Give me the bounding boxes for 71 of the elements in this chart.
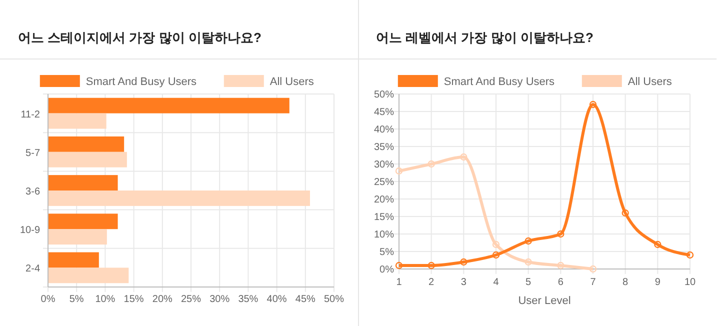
y-tick-label: 30% [374,160,394,170]
y-tick-label: 0% [380,264,394,276]
y-tick-label: 45% [374,107,394,118]
y-tick-label: 15% [374,212,394,223]
y-tick-label: 3-6 [26,186,40,198]
legend-label: All Users [628,76,672,88]
x-tick-label: 0% [40,294,56,305]
x-tick-label: 9 [654,277,661,288]
y-tick-label: 10% [374,230,394,240]
point [589,100,597,108]
y-tick-label: 5-7 [26,148,40,159]
x-tick-label: 5 [526,277,532,288]
point [589,265,597,273]
x-tick-label: 35% [238,294,258,305]
y-tick-label: 35% [374,142,394,153]
point [654,240,662,248]
point [428,160,435,168]
y-tick-label: 10-9 [20,225,40,236]
bar [48,229,107,245]
point [622,209,629,217]
x-tick-label: 45% [295,294,316,305]
point [395,262,403,270]
x-tick-label: 4 [493,277,500,288]
point [492,240,500,248]
point [460,153,468,161]
x-tick-label: 6 [558,277,564,288]
x-tick-label: 2 [428,277,435,288]
x-tick-label: 20% [152,294,173,305]
x-axis-title: User Level [518,295,571,307]
bar [48,136,124,152]
point [492,251,500,259]
x-tick-label: 30% [210,294,230,305]
point [557,262,564,270]
x-tick-label: 40% [266,294,287,305]
bar [48,175,118,190]
x-tick-label: 15% [124,294,144,305]
y-tick-label: 20% [374,194,394,206]
bar [48,214,118,230]
point [460,258,468,266]
legend-label: Smart And Busy Users [86,76,198,88]
y-tick-label: 50% [374,90,394,100]
bar [48,252,99,268]
y-tick-label: 25% [374,177,394,188]
point [524,237,532,245]
x-tick-label: 8 [622,277,629,288]
point [395,167,403,175]
point [524,258,532,266]
x-tick-label: 1 [396,277,402,288]
bar [48,98,290,114]
x-tick-label: 5% [69,294,84,305]
legend-label: All Users [270,76,314,88]
point [686,251,694,259]
x-tick-label: 7 [590,277,596,288]
x-tick-label: 3 [460,277,467,288]
bar [48,113,106,129]
bar [48,268,129,284]
x-tick-label: 50% [324,294,344,305]
y-tick-label: 40% [374,124,394,136]
x-tick-label: 10 [684,277,696,288]
chart-title: 어느 레벨에서 가장 많이 이탈하나요? [376,30,594,45]
legend-label: Smart And Busy Users [444,76,556,88]
x-tick-label: 25% [180,294,202,305]
y-tick-label: 5% [380,247,394,258]
bar [48,190,310,206]
point [557,230,564,238]
chart-title: 어느 스테이지에서 가장 많이 이탈하나요? [18,30,262,45]
point [428,262,435,270]
y-tick-label: 2-4 [26,264,40,275]
bar [48,152,127,168]
x-tick-label: 10% [95,294,116,305]
y-tick-label: 11-2 [20,109,40,120]
